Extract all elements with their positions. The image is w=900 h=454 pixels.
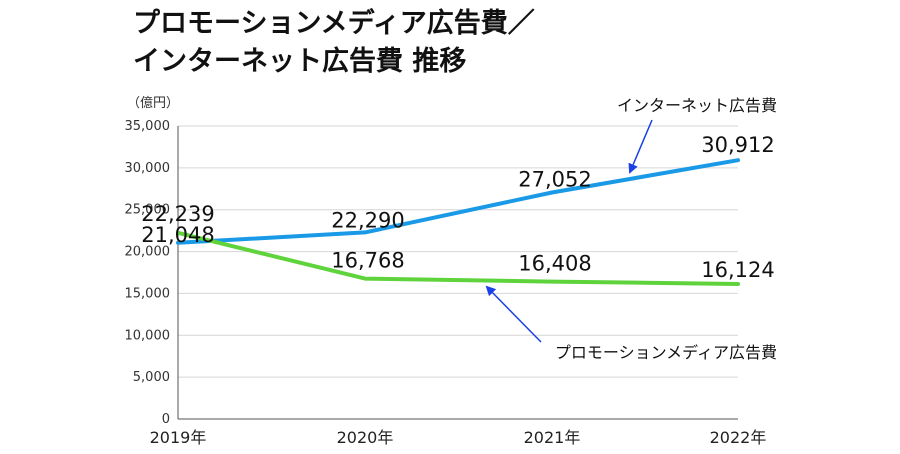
y-tick-label: 0 [162, 412, 170, 427]
chart-title-line-1: プロモーションメディア広告費／ [133, 8, 535, 39]
data-label: 30,912 [701, 133, 774, 157]
data-label: 27,052 [518, 168, 591, 192]
y-tick-label: 35,000 [125, 119, 171, 134]
grid-lines [178, 125, 738, 378]
data-label: 21,048 [141, 223, 214, 247]
data-label: 16,124 [701, 258, 774, 282]
data-labels: 21,048 22,290 27,052 30,912 22,239 16,768 16,4… [141, 133, 774, 282]
data-label: 22,239 [141, 202, 214, 226]
arrow-internet [628, 119, 653, 174]
series-name-promotion: プロモーションメディア広告費 [555, 343, 777, 362]
x-tick-label: 2020年 [337, 428, 394, 447]
y-tick-label: 25,000 [125, 203, 171, 218]
y-tick-label: 10,000 [125, 328, 171, 343]
series-name-internet: インターネット広告費 [617, 96, 777, 115]
promotion-media-line [176, 230, 740, 286]
arrow-promotion [485, 285, 542, 343]
series-lines [176, 158, 740, 286]
data-label: 16,408 [518, 252, 591, 276]
y-tick-label: 30,000 [125, 161, 171, 176]
y-axis-unit-label: （億円） [127, 95, 179, 111]
data-label: 16,768 [331, 249, 404, 273]
y-tick-label: 15,000 [125, 286, 171, 301]
axes: 0 5,000 10,000 15,000 20,000 25,000 30,000 35,0… [125, 119, 767, 447]
x-tick-label: 2019年 [150, 428, 207, 447]
x-tick-label: 2022年 [710, 428, 767, 447]
y-tick-label: 5,000 [133, 370, 170, 385]
data-label: 22,290 [331, 208, 404, 232]
chart-title-line-2: インターネット広告費 推移 [133, 46, 467, 77]
y-tick-label: 20,000 [125, 245, 171, 260]
internet-ad-line [176, 158, 740, 245]
x-tick-label: 2021年 [524, 428, 581, 447]
